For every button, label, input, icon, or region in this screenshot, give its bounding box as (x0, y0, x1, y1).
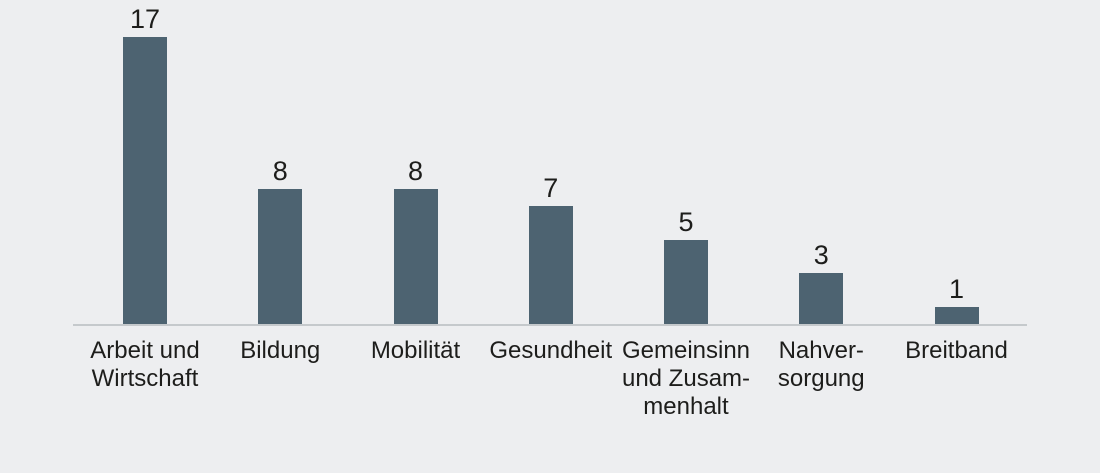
category-label: Mobilität (334, 337, 498, 365)
category-label-line: Nahver- (778, 337, 864, 364)
bar (664, 240, 708, 324)
category-label-line: Mobilität (370, 337, 461, 364)
bar-column: 8 (348, 0, 484, 324)
bar-value-label: 3 (813, 240, 829, 270)
x-axis-line (73, 324, 1027, 326)
category-label: Breitband (875, 337, 1039, 365)
bar (528, 206, 573, 324)
category-label: Gesundheit (469, 337, 633, 365)
category-label-line: Breitband (905, 337, 1008, 364)
bar-column: 5 (618, 0, 754, 324)
category-label-line: Bildung (240, 337, 321, 364)
bar-column: 3 (753, 0, 889, 324)
bar-value-label: 1 (948, 274, 965, 304)
category-label-line: menhalt (643, 393, 729, 420)
category-label: Arbeit und Wirtschaft (63, 337, 227, 393)
bar-value-label: 7 (543, 173, 559, 203)
bar (393, 189, 438, 324)
category-label-line: Arbeit und (90, 337, 200, 364)
category-label: Nahver-sorgung (739, 337, 903, 393)
bar (934, 307, 979, 324)
bar (799, 273, 844, 324)
category-label-line: Gemeinsinn (621, 337, 751, 364)
category-label: Bildung (198, 337, 362, 365)
category-label: Gemeinsinn und Zusam-menhalt (604, 337, 768, 421)
bar-value-label: 8 (407, 156, 424, 186)
bar-column: 7 (483, 0, 619, 324)
bar-column: 1 (889, 0, 1025, 324)
bar-value-label: 8 (272, 156, 288, 186)
bar-value-label: 5 (678, 207, 694, 237)
bar-column: 17 (77, 0, 213, 324)
category-label-line: Wirtschaft (91, 365, 199, 392)
category-label-line: Gesundheit (489, 337, 613, 364)
bar-column: 8 (212, 0, 348, 324)
category-label-line: sorgung (777, 365, 865, 392)
bar (123, 37, 167, 324)
bar-value-label: 17 (129, 4, 161, 34)
category-label-line: und Zusam- (621, 365, 751, 392)
bar (258, 189, 303, 324)
